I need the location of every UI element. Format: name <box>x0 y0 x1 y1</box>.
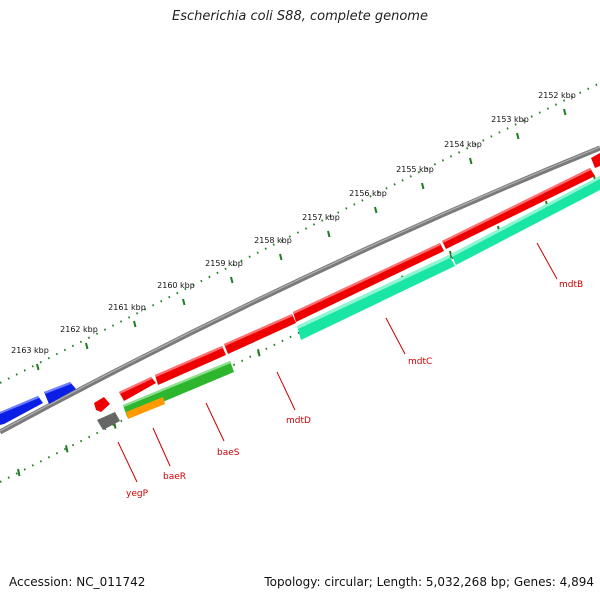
kbp-label: 2161 kbp <box>108 303 146 312</box>
gene-blue-1-top <box>0 396 39 414</box>
kbp-labels: 2152 kbp 2153 kbp 2154 kbp 2155 kbp 2156 kbp… <box>11 91 576 355</box>
outer-ruler-dots <box>0 82 600 384</box>
gene-green-baeS-top <box>123 361 231 407</box>
gene-cyan-mdtC-top <box>297 255 450 329</box>
outer-major-tick <box>36 363 40 371</box>
leader-mdtB <box>536 242 558 280</box>
gene-red-mdtC-top <box>293 243 441 314</box>
kbp-label: 2160 kbp <box>157 281 195 290</box>
outer-major-tick <box>469 157 473 165</box>
kbp-label: 2152 kbp <box>538 91 576 100</box>
gene-red-yegP <box>94 397 110 412</box>
label-leaders <box>117 242 558 483</box>
outer-major-tick <box>85 342 89 350</box>
outer-major-tick <box>133 320 137 328</box>
inner-major-tick <box>257 349 261 357</box>
gene-red-mdtD-top <box>224 314 293 346</box>
kbp-label: 2155 kbp <box>396 165 434 174</box>
gene-label-baeS: baeS <box>217 448 240 458</box>
inner-major-tick <box>65 445 69 453</box>
leader-baeS <box>205 402 225 442</box>
gene-red-3 <box>155 346 226 385</box>
gene-red-2-top <box>119 377 152 394</box>
leader-yegP <box>117 441 138 483</box>
outer-major-tick <box>374 206 378 214</box>
outer-major-ticks <box>36 108 567 371</box>
outer-major-tick <box>516 132 520 140</box>
outer-major-tick <box>421 182 425 190</box>
outer-major-tick <box>182 298 186 306</box>
footer-accession: Accession: NC_011742 <box>9 575 146 589</box>
leader-baeR <box>152 427 171 467</box>
genome-backbone <box>0 145 600 435</box>
gene-cyan-mdtC <box>297 255 455 340</box>
gene-red-mdtB <box>442 168 595 249</box>
gene-label-mdtB: mdtB <box>559 280 583 290</box>
gene-blue-2-top <box>44 382 71 394</box>
inner-major-tick <box>449 250 453 259</box>
gene-label-baeR: baeR <box>163 472 186 482</box>
kbp-label: 2156 kbp <box>349 189 387 198</box>
outer-ruler <box>0 82 600 384</box>
gene-orange-baeR <box>126 397 165 419</box>
gene-red-mdtC <box>293 243 444 322</box>
gene-label-mdtD: mdtD <box>286 416 311 426</box>
gene-blue-1 <box>0 396 43 425</box>
gene-red-edge <box>591 153 600 168</box>
leader-mdtD <box>276 371 296 411</box>
kbp-label: 2163 kbp <box>11 346 49 355</box>
kbp-label: 2162 kbp <box>60 325 98 334</box>
gene-red-mdtB-top <box>442 168 591 243</box>
kbp-label: 2153 kbp <box>491 115 529 124</box>
outer-major-tick <box>279 253 283 261</box>
gene-labels: yegP baeR baeS mdtD mdtC mdtB <box>126 280 583 499</box>
footer-stats: Topology: circular; Length: 5,032,268 bp… <box>264 575 594 589</box>
map-title: Escherichia coli S88, complete genome <box>172 9 428 24</box>
genome-backbone-highlight <box>0 146 600 432</box>
kbp-label: 2154 kbp <box>444 140 482 149</box>
gene-red-mdtD <box>224 314 296 354</box>
gene-gray <box>97 412 120 430</box>
gene-red-3-top <box>155 346 223 377</box>
gene-red-2 <box>119 377 156 401</box>
inner-major-tick <box>17 468 21 477</box>
gene-label-mdtC: mdtC <box>408 357 432 367</box>
outer-major-tick <box>230 276 234 284</box>
gene-cyan-mdtB-top <box>451 176 600 257</box>
gene-label-yegP: yegP <box>126 489 149 499</box>
leader-mdtC <box>385 317 406 355</box>
gene-features <box>0 153 600 430</box>
kbp-label: 2157 kbp <box>302 213 340 222</box>
kbp-label: 2159 kbp <box>205 259 243 268</box>
outer-major-tick <box>327 230 331 238</box>
outer-major-tick <box>563 108 567 116</box>
gene-blue-2 <box>44 382 76 404</box>
kbp-label: 2158 kbp <box>254 236 292 245</box>
